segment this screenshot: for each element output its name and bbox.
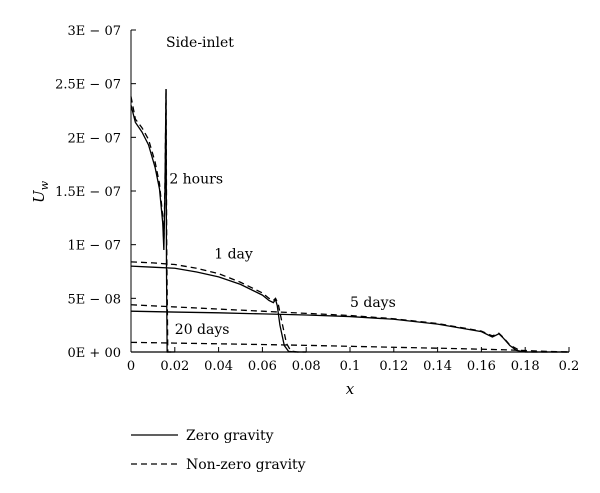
series-line-2-hours-non-zero-gravity (130, 89, 175, 353)
y-tick-label: 2E − 07 (68, 131, 121, 146)
y-axis-label: Uw (30, 180, 51, 203)
legend-label: Non-zero gravity (186, 457, 306, 473)
series-line-1-day-zero-gravity (130, 265, 307, 353)
x-tick-label: 0.2 (559, 359, 580, 374)
series-group (130, 89, 570, 353)
x-tick-label: 0.08 (292, 359, 321, 374)
chart-legend: Zero gravity Non-zero gravity (131, 428, 306, 473)
x-tick-label: 0.02 (160, 359, 189, 374)
y-tick-label: 1E − 07 (68, 239, 121, 254)
x-tick-label: 0.18 (511, 359, 540, 374)
series-line-1-day-non-zero-gravity (130, 261, 307, 353)
y-tick-label: 0E + 00 (68, 346, 121, 361)
x-tick-label: 0.12 (379, 359, 408, 374)
x-tick-label: 0.06 (248, 359, 277, 374)
x-tick-label: 0.14 (423, 359, 452, 374)
x-tick-label: 0.04 (204, 359, 233, 374)
y-axis-label-subscript: w (38, 180, 51, 190)
series-line-5-days-non-zero-gravity (130, 304, 569, 353)
chart-annotation: Side-inlet (166, 35, 234, 51)
series-line-20-days-non-zero-gravity (130, 341, 570, 353)
tick-group: 0 0.02 0.04 0.06 0.08 0.1 0.12 0.14 0.16 0.18 0.2 0… (55, 24, 579, 374)
y-tick-label: 3E − 07 (68, 24, 121, 39)
y-axis-label-base: U (30, 189, 48, 203)
legend-label: Zero gravity (186, 428, 274, 444)
x-tick-label: 0.16 (467, 359, 496, 374)
y-tick-label: 1.5E − 07 (55, 185, 121, 200)
y-tick-label: 2.5E − 07 (55, 78, 121, 93)
y-tick-label: 5E − 08 (68, 292, 121, 307)
curve-label: 20 days (175, 322, 230, 338)
x-tick-label: 0.1 (340, 359, 361, 374)
curve-label: 1 day (214, 247, 253, 263)
curve-label-group: 2 hours 1 day 5 days 20 days (169, 171, 395, 337)
curve-label: 2 hours (169, 171, 223, 187)
x-axis-label: x (346, 380, 355, 398)
x-tick-label: 0 (127, 359, 135, 374)
curve-label: 5 days (350, 295, 396, 311)
